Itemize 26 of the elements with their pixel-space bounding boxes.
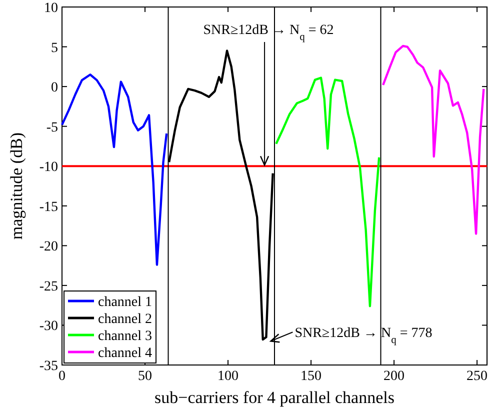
y-tick-label: -30 — [39, 319, 58, 334]
line-series — [60, 74, 168, 266]
y-tick-label: -35 — [39, 359, 58, 374]
x-tick-label: 100 — [218, 369, 239, 384]
legend-label: channel 3 — [98, 329, 152, 344]
annotation: SNR≥12dB → N$_{q}$ = 62 — [203, 23, 334, 42]
x-tick-label: 50 — [138, 369, 152, 384]
y-axis-title: magnitude (dB) — [7, 132, 26, 240]
line-series — [382, 44, 485, 235]
y-tick-label: 5 — [51, 40, 58, 56]
line-series — [275, 76, 380, 308]
y-tick-label: 10 — [44, 1, 58, 16]
y-tick-label: -10 — [39, 160, 58, 176]
x-tick-label: 200 — [384, 369, 405, 384]
legend-label: channel 4 — [98, 346, 152, 361]
y-tick-label: -25 — [39, 279, 58, 294]
x-tick-label: 150 — [300, 369, 322, 384]
y-tick-label: 0 — [51, 80, 58, 96]
legend-label: channel 1 — [98, 295, 152, 310]
legend-label: channel 2 — [98, 312, 152, 327]
y-tick-label: -5 — [46, 120, 58, 136]
y-tick-label: -15 — [39, 200, 58, 215]
x-axis-title: sub−carriers for 4 parallel channels — [154, 388, 394, 407]
y-tick-label: -20 — [39, 240, 58, 255]
annotation: SNR≥12dB → N$_{q}$ = 778 — [294, 326, 432, 346]
x-tick-label: 250 — [466, 369, 488, 384]
